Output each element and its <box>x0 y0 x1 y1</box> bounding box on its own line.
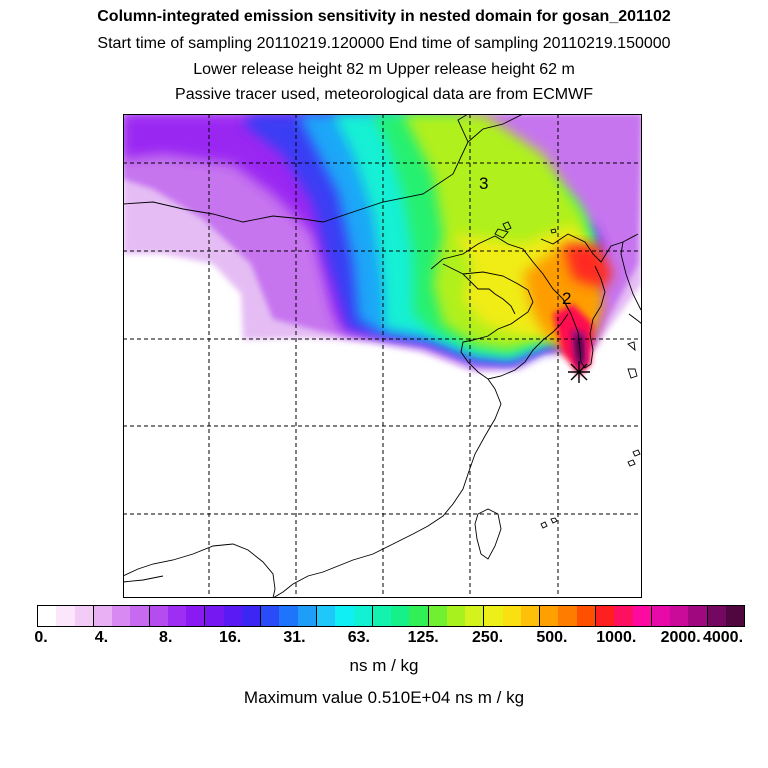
colorbar-cell <box>484 606 503 626</box>
colorbar-cell <box>707 606 726 626</box>
colorbar-cell <box>279 606 298 626</box>
colorbar-cell <box>74 606 94 626</box>
colorbar-cell <box>372 606 392 626</box>
colorbar <box>37 605 745 627</box>
plot-title: Column-integrated emission sensitivity i… <box>97 8 671 25</box>
colorbar-cell <box>149 606 168 626</box>
sensitivity-field <box>123 114 642 376</box>
colorbar-cell <box>316 606 336 626</box>
colorbar-tick-label: 4. <box>94 629 109 646</box>
colorbar-cell <box>502 606 521 626</box>
colorbar-cell <box>205 606 224 626</box>
site-label-3: 3 <box>479 174 488 193</box>
colorbar-cell <box>353 606 373 626</box>
colorbar-units: ns m / kg <box>349 656 419 675</box>
colorbar-tick-label: 31. <box>283 629 306 646</box>
colorbar-cell <box>446 606 466 626</box>
colorbar-cell <box>223 606 242 626</box>
colorbar-cell <box>632 606 652 626</box>
colorbar-cell <box>261 606 280 626</box>
colorbar-cell <box>465 606 485 626</box>
colorbar-tick-label: 0. <box>34 629 48 646</box>
coastlines <box>123 114 642 598</box>
colorbar-cell <box>651 606 671 626</box>
colorbar-tick-label: 1000. <box>596 629 637 646</box>
colorbar-cell <box>540 606 559 626</box>
tracer-info: Passive tracer used, meteorological data… <box>175 86 593 103</box>
maximum-value: Maximum value 0.510E+04 ns m / kg <box>243 688 525 707</box>
colorbar-cell <box>428 606 447 626</box>
site-label-2: 2 <box>562 289 571 308</box>
colorbar-cell <box>93 606 113 626</box>
sensitivity-map: 3 2 <box>123 114 642 598</box>
map-panel: 3 2 <box>123 114 642 598</box>
colorbar-cell <box>614 606 633 626</box>
colorbar-tick-label: 250. <box>471 629 504 646</box>
colorbar-cell <box>38 606 57 626</box>
sampling-times: Start time of sampling 20110219.120000 E… <box>97 35 671 52</box>
colorbar-cell <box>112 606 131 626</box>
colorbar-cell <box>688 606 708 626</box>
colorbar-tick-label: 8. <box>159 629 173 646</box>
colorbar-cell <box>670 606 689 626</box>
colorbar-cell <box>241 606 262 626</box>
colorbar-cell <box>130 606 150 626</box>
colorbar-cell <box>576 606 596 626</box>
colorbar-tick-label: 500. <box>536 629 568 646</box>
colorbar-cell <box>520 606 541 626</box>
colorbar-tick-label: 125. <box>407 629 439 646</box>
colorbar-cell <box>186 606 206 626</box>
colorbar-cell <box>409 606 429 626</box>
colorbar-cell <box>167 606 187 626</box>
colorbar-tick-label: 63. <box>347 629 370 646</box>
colorbar-cell <box>391 606 410 626</box>
graticule <box>123 114 642 598</box>
colorbar-tick-label: 2000. <box>660 629 701 646</box>
colorbar-cell <box>297 606 317 626</box>
asterisk-icon <box>568 361 590 383</box>
colorbar-cell <box>335 606 354 626</box>
colorbar-cell <box>558 606 577 626</box>
release-heights: Lower release height 82 m Upper release … <box>193 61 575 78</box>
colorbar-cell <box>56 606 75 626</box>
colorbar-cell <box>725 606 745 626</box>
map-frame <box>123 114 642 598</box>
colorbar-tick-label: 16. <box>218 629 242 646</box>
colorbar-cell <box>595 606 615 626</box>
colorbar-tick-label: 4000. <box>702 629 744 646</box>
